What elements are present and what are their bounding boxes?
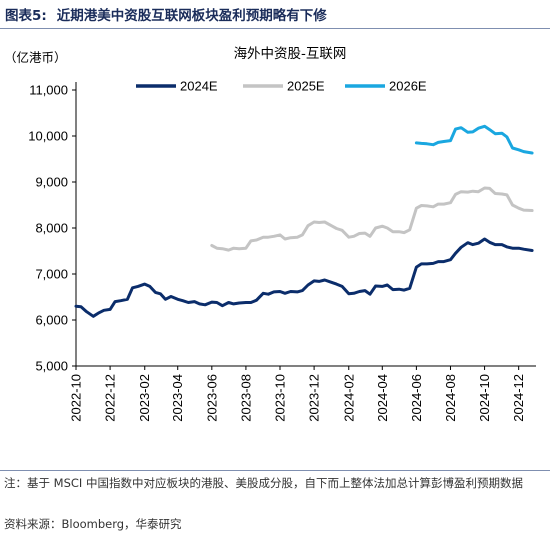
x-tick-label: 2024-02 <box>341 374 356 422</box>
series-layer <box>74 124 534 318</box>
series-line-2025E <box>210 186 534 252</box>
figure-header: 图表5: 近期港美中资股互联网板块盈利预期略有下修 <box>0 0 550 30</box>
x-tick-label: 2024-12 <box>511 374 526 422</box>
y-axis-unit-label: （亿港币） <box>4 50 67 65</box>
y-tick-label: 10,000 <box>28 129 68 144</box>
header-divider <box>0 28 550 29</box>
x-tick-label: 2023-08 <box>238 374 253 422</box>
x-axis: 2022-10 2022-12 2023-02 2023-04 2023-06 2023-… <box>69 365 536 422</box>
series-line-2026E <box>414 124 534 155</box>
chart-legend: 2024E 2025E 2026E <box>136 79 427 94</box>
source-line: 资料来源：Bloomberg，华泰研究 <box>4 517 182 531</box>
y-tick-label: 5,000 <box>35 359 68 374</box>
x-tick-label: 2024-08 <box>443 374 458 422</box>
x-tick-label: 2022-12 <box>103 374 118 422</box>
x-tick-label: 2023-06 <box>204 374 219 422</box>
footer-divider <box>0 470 550 471</box>
y-tick-label: 11,000 <box>29 83 68 98</box>
y-tick-label: 8,000 <box>35 221 68 236</box>
chart-title: 海外中资股-互联网 <box>234 46 347 62</box>
legend-label-2025E: 2025E <box>287 79 325 94</box>
footnote: 注：基于 MSCI 中国指数中对应板块的港股、美股成分股，自下而上整体法加总计算… <box>4 476 523 490</box>
y-axis: 5,000 6,000 7,000 8,000 9,000 10,000 11,000 <box>28 82 77 374</box>
x-tick-label: 2024-10 <box>477 374 492 422</box>
line-chart: 海外中资股-互联网 （亿港币） 2024E 2025E 2026E 5,000 6,0… <box>4 46 536 422</box>
x-tick-label: 2023-04 <box>170 374 185 422</box>
figure-title-text: 近期港美中资股互联网板块盈利预期略有下修 <box>56 8 327 24</box>
figure-label: 图表5: <box>5 8 47 24</box>
figure-title: 图表5: 近期港美中资股互联网板块盈利预期略有下修 <box>5 4 327 24</box>
y-tick-label: 6,000 <box>35 313 68 328</box>
legend-label-2024E: 2024E <box>180 79 218 94</box>
y-tick-label: 9,000 <box>35 175 68 190</box>
x-tick-label: 2023-02 <box>137 374 152 422</box>
x-tick-label: 2024-06 <box>409 374 424 422</box>
x-tick-label: 2023-10 <box>273 374 288 422</box>
x-tick-label: 2023-12 <box>307 374 322 422</box>
y-tick-label: 7,000 <box>35 267 68 282</box>
x-tick-label: 2022-10 <box>69 374 84 422</box>
legend-label-2026E: 2026E <box>389 79 427 94</box>
series-line-2024E <box>74 237 534 318</box>
x-tick-label: 2024-04 <box>375 374 390 422</box>
